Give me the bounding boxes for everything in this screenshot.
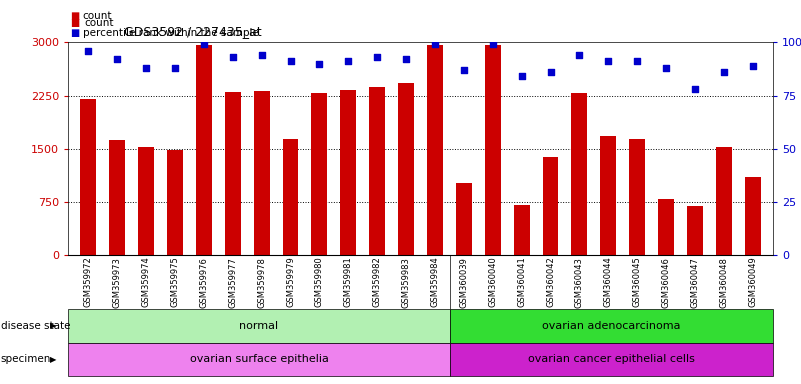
Text: ■: ■ — [70, 28, 79, 38]
Bar — [398, 83, 414, 255]
Bar — [745, 177, 761, 255]
Point — [256, 52, 268, 58]
Bar — [167, 149, 183, 255]
Point — [544, 69, 557, 75]
Point — [284, 58, 297, 65]
Bar — [340, 90, 356, 255]
Text: ▶: ▶ — [50, 355, 57, 364]
Bar — [687, 206, 703, 255]
Bar — [109, 140, 125, 255]
Point — [486, 41, 499, 48]
Point — [660, 65, 673, 71]
Text: count: count — [83, 11, 112, 21]
Bar — [716, 147, 732, 255]
Bar — [68, 309, 450, 343]
Text: ▶: ▶ — [50, 321, 57, 330]
Bar — [658, 199, 674, 255]
Text: ■: ■ — [70, 11, 79, 21]
Bar — [254, 91, 270, 255]
Bar — [630, 139, 645, 255]
Bar — [80, 99, 96, 255]
Point — [82, 48, 95, 54]
Point — [198, 41, 211, 48]
Text: GDS3592 / 227435_at: GDS3592 / 227435_at — [124, 25, 262, 38]
Bar — [542, 157, 558, 255]
Text: ■: ■ — [70, 18, 79, 28]
Text: count: count — [84, 18, 114, 28]
Bar — [450, 309, 773, 343]
Bar — [485, 45, 501, 255]
Point — [371, 54, 384, 60]
Point — [630, 58, 643, 65]
Bar — [138, 147, 154, 255]
Text: ovarian cancer epithelial cells: ovarian cancer epithelial cells — [528, 354, 694, 364]
Point — [342, 58, 355, 65]
Bar — [283, 139, 299, 255]
Bar — [369, 87, 385, 255]
Point — [515, 73, 528, 79]
Text: ovarian surface epithelia: ovarian surface epithelia — [190, 354, 328, 364]
Point — [457, 67, 470, 73]
Text: normal: normal — [239, 321, 279, 331]
Bar — [513, 205, 529, 255]
Text: specimen: specimen — [1, 354, 51, 364]
Text: percentile rank within the sample: percentile rank within the sample — [83, 28, 259, 38]
Point — [747, 63, 759, 69]
Point — [168, 65, 181, 71]
Point — [313, 60, 326, 67]
Bar — [312, 93, 328, 255]
Point — [573, 52, 586, 58]
Bar — [196, 45, 211, 255]
Point — [111, 56, 123, 62]
Bar — [571, 93, 587, 255]
Text: ovarian adenocarcinoma: ovarian adenocarcinoma — [542, 321, 681, 331]
Bar — [68, 343, 450, 376]
Point — [602, 58, 614, 65]
Point — [689, 86, 702, 92]
Point — [429, 41, 441, 48]
Point — [718, 69, 731, 75]
Bar — [427, 45, 443, 255]
Bar — [456, 183, 472, 255]
Text: disease state: disease state — [1, 321, 70, 331]
Point — [227, 54, 239, 60]
Bar — [601, 136, 616, 255]
Point — [400, 56, 413, 62]
Bar — [225, 92, 240, 255]
Point — [139, 65, 152, 71]
Bar — [450, 343, 773, 376]
